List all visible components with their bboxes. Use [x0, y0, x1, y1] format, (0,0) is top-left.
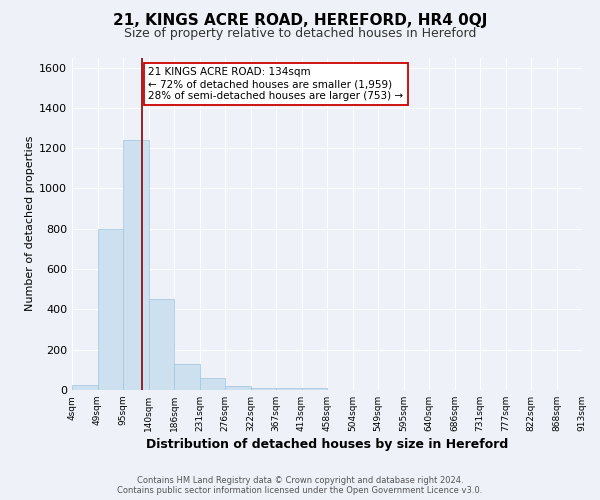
- X-axis label: Distribution of detached houses by size in Hereford: Distribution of detached houses by size …: [146, 438, 508, 451]
- Bar: [174, 364, 199, 390]
- Bar: [97, 229, 123, 390]
- Bar: [302, 388, 327, 390]
- Y-axis label: Number of detached properties: Number of detached properties: [25, 136, 35, 312]
- Text: Contains HM Land Registry data © Crown copyright and database right 2024.
Contai: Contains HM Land Registry data © Crown c…: [118, 476, 482, 495]
- Text: 21 KINGS ACRE ROAD: 134sqm
← 72% of detached houses are smaller (1,959)
28% of s: 21 KINGS ACRE ROAD: 134sqm ← 72% of deta…: [149, 68, 404, 100]
- Bar: [72, 385, 97, 390]
- Text: Size of property relative to detached houses in Hereford: Size of property relative to detached ho…: [124, 28, 476, 40]
- Bar: [251, 388, 276, 390]
- Bar: [225, 386, 251, 390]
- Bar: [123, 140, 149, 390]
- Text: 21, KINGS ACRE ROAD, HEREFORD, HR4 0QJ: 21, KINGS ACRE ROAD, HEREFORD, HR4 0QJ: [113, 12, 487, 28]
- Bar: [276, 388, 302, 390]
- Bar: [199, 378, 225, 390]
- Bar: [149, 300, 174, 390]
